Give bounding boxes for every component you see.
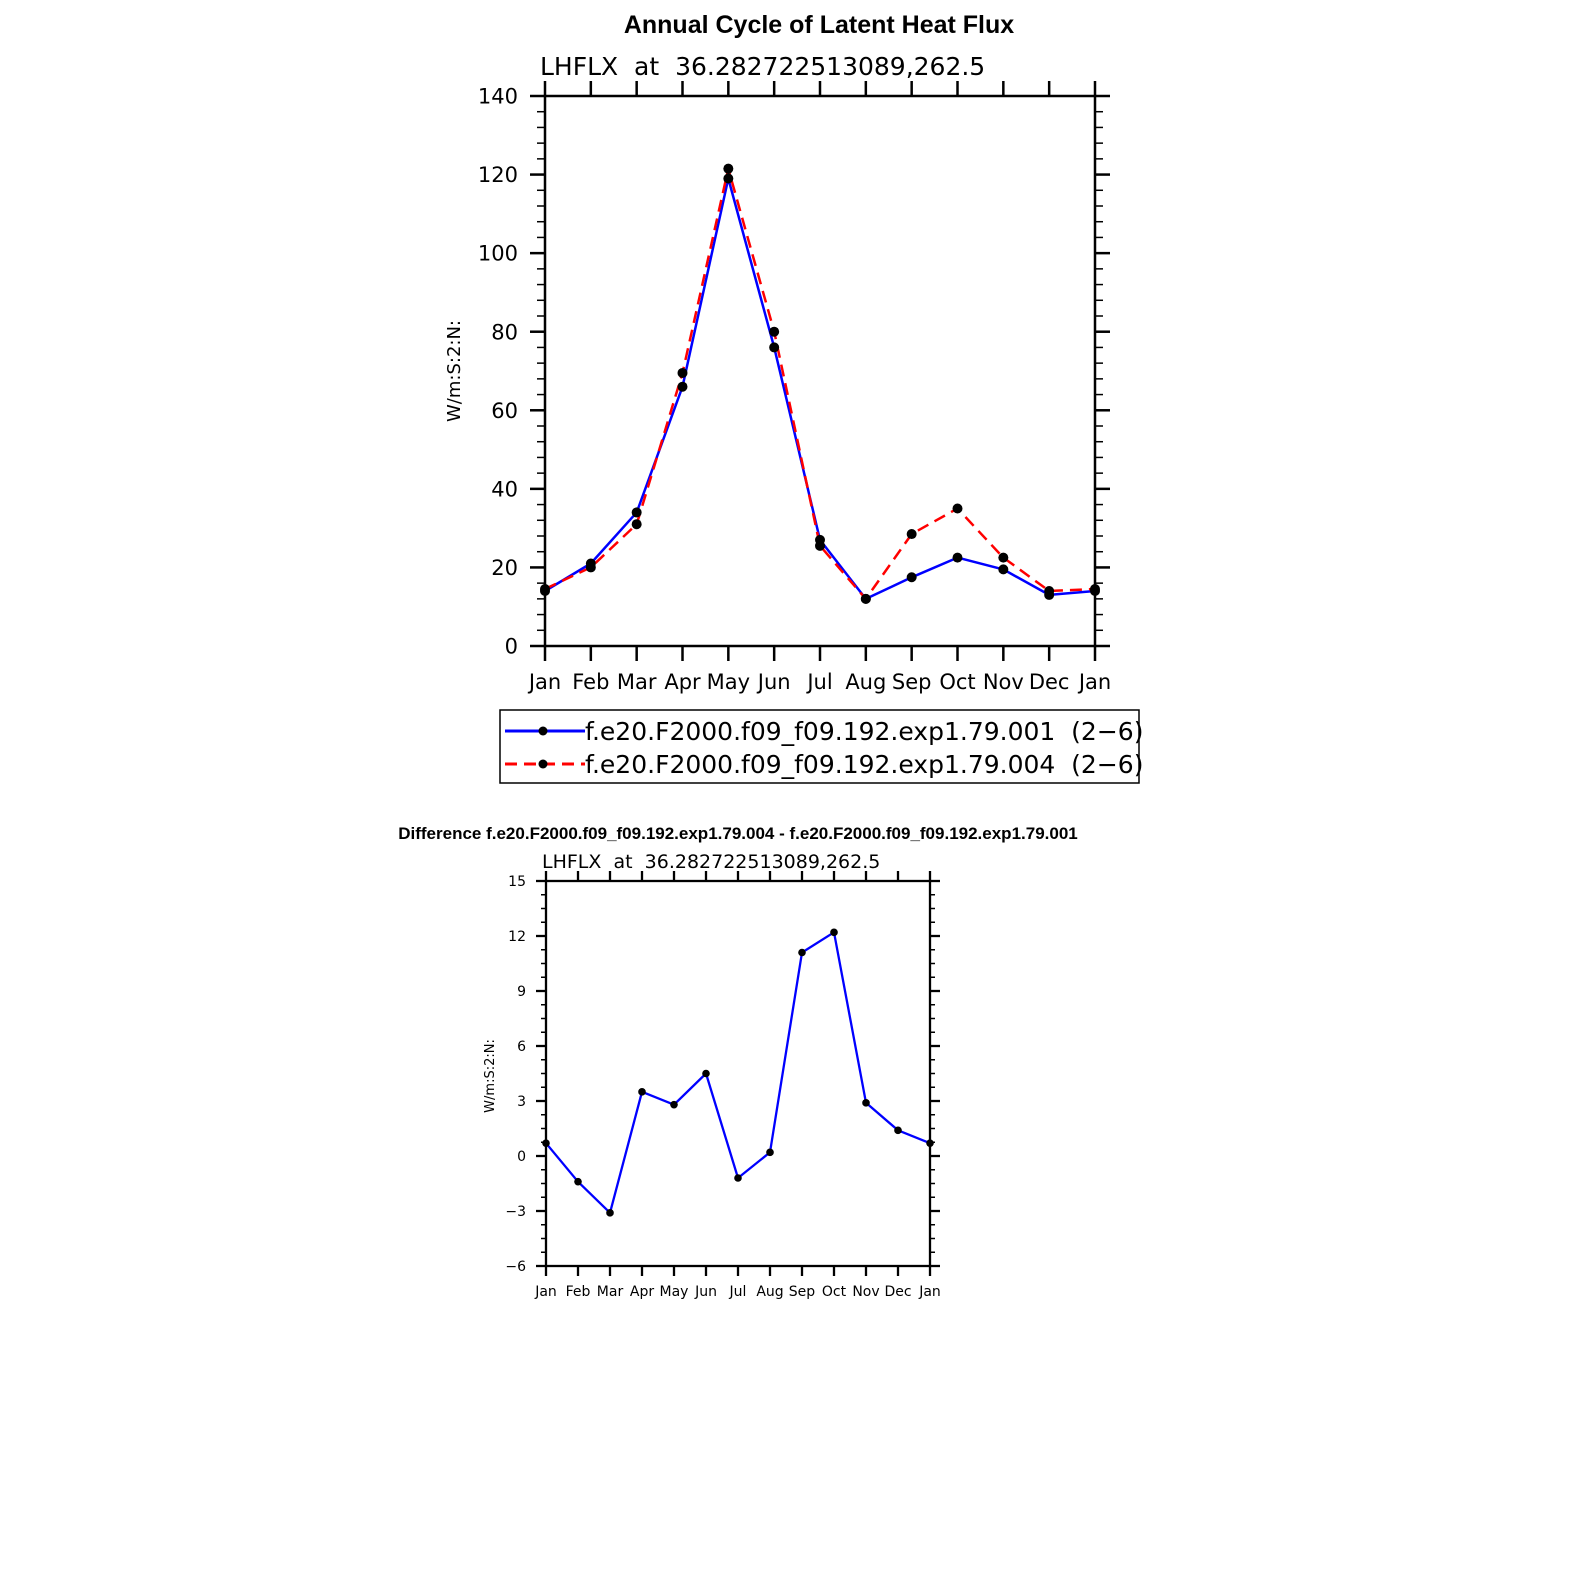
series-1-point [606, 1209, 614, 1217]
y-tick-label: −3 [505, 1204, 526, 1220]
y-tick-label: 0 [517, 1149, 526, 1165]
x-tick-label: Sep [789, 1284, 816, 1300]
x-tick-label: Apr [630, 1284, 654, 1300]
series-1-point [798, 948, 806, 957]
x-tick-label: Oct [822, 1284, 847, 1300]
x-tick-label: Jul [729, 1284, 747, 1300]
series-1-point [998, 564, 1009, 575]
legend-marker-series-1 [538, 726, 548, 736]
series-1-point [926, 1139, 934, 1147]
y-tick-label: 0 [505, 635, 518, 659]
series-1-point [574, 1177, 582, 1186]
x-tick-label: Nov [852, 1284, 879, 1300]
x-tick-label: Dec [1029, 670, 1070, 694]
series-2-point [585, 562, 596, 573]
series-2-point [677, 367, 688, 378]
plot-frame [544, 879, 932, 1268]
series-2-point [540, 584, 550, 595]
legend-marker-series-2 [538, 759, 548, 769]
series-1-point [677, 381, 688, 392]
difference-subtitle: LHFLX at 36.282722513089,262.5 [542, 851, 880, 873]
y-tick-label: 3 [517, 1094, 526, 1110]
x-tick-label: May [707, 670, 750, 694]
x-tick-label: Jan [1077, 670, 1111, 694]
difference-plot-area: −6 −3 0 3 6 9 12 15 Jan Feb Mar Apr May Jun Jul Aug Sep O… [505, 871, 941, 1300]
x-tick-label: Jan [918, 1284, 941, 1300]
series-2-point [723, 163, 734, 174]
series-2-point [815, 540, 825, 551]
series-1-point [702, 1069, 710, 1078]
series-line-2 [544, 167, 1096, 601]
y-tick-label: 120 [478, 163, 518, 187]
x-tick-label: Oct [939, 670, 975, 694]
y-tick-label: 6 [517, 1039, 526, 1055]
x-tick-label: Jul [805, 670, 832, 694]
chart-subtitle: LHFLX at 36.282722513089,262.5 [540, 52, 985, 81]
x-tick-label: Apr [664, 670, 701, 694]
y-tick-label: 15 [508, 874, 526, 890]
series-1-point [723, 173, 734, 184]
y-tick-label: 40 [491, 477, 518, 501]
series-2-point [906, 529, 917, 540]
series-1-point [631, 507, 642, 518]
series-2-point [952, 503, 963, 514]
x-tick-label: Jun [756, 670, 791, 694]
x-tick-label: Sep [892, 670, 932, 694]
series-1-point [670, 1100, 678, 1109]
series-2-point [1044, 586, 1055, 596]
series-2-point [769, 326, 780, 337]
legend-label-series-2: f.e20.F2000.f09_f09.192.exp1.79.004 (2−6… [585, 750, 1143, 779]
series-1-point [862, 1099, 870, 1107]
series-2-point [860, 593, 871, 604]
series-1-point [638, 1088, 646, 1096]
series-1-point [894, 1126, 902, 1135]
x-tick-label: Jan [527, 670, 561, 694]
annual-cycle-chart: Annual Cycle of Latent Heat Flux LHFLX a… [444, 11, 1111, 694]
y-tick-label: 9 [517, 984, 526, 1000]
x-tick-label: Dec [884, 1284, 911, 1300]
series-1-point [769, 342, 780, 353]
x-tick-label: Feb [572, 670, 609, 694]
y-tick-label: −6 [505, 1259, 526, 1275]
series-1-point [734, 1174, 742, 1182]
chart-title: Annual Cycle of Latent Heat Flux [624, 11, 1014, 39]
difference-title: Difference f.e20.F2000.f09_f09.192.exp1.… [398, 824, 1078, 843]
y-tick-label: 12 [508, 929, 526, 945]
x-tick-label: Aug [845, 670, 886, 694]
series-1-point [906, 572, 917, 583]
legend: f.e20.F2000.f09_f09.192.exp1.79.001 (2−6… [499, 709, 1143, 784]
x-tick-label: Jun [694, 1284, 717, 1300]
difference-chart: Difference f.e20.F2000.f09_f09.192.exp1.… [398, 824, 1078, 1300]
y-tick-label: 100 [478, 242, 518, 266]
y-tick-label: 60 [491, 399, 518, 423]
y-tick-label: 140 [478, 85, 518, 109]
series-1-point [766, 1148, 774, 1157]
series-1-point [542, 1139, 550, 1147]
x-tick-label: May [660, 1284, 689, 1300]
x-tick-label: Jan [534, 1284, 557, 1300]
series-2-point [631, 519, 642, 530]
x-tick-label: Mar [617, 670, 657, 694]
x-tick-label: Mar [597, 1284, 624, 1300]
series-1-point [830, 928, 838, 937]
legend-label-series-1: f.e20.F2000.f09_f09.192.exp1.79.001 (2−6… [585, 717, 1143, 746]
series-1-point [952, 552, 963, 563]
y-tick-label: 80 [491, 320, 518, 344]
x-tick-label: Nov [983, 670, 1024, 694]
series-line-1 [545, 931, 931, 1214]
x-tick-label: Feb [566, 1284, 591, 1300]
series-2-point [998, 552, 1009, 563]
difference-y-axis-label: W/m:S:2:N: [483, 1039, 498, 1113]
y-tick-label: 20 [491, 556, 518, 580]
x-tick-label: Aug [756, 1284, 783, 1300]
series-2-point [1090, 584, 1100, 595]
y-axis-label: W/m:S:2:N: [444, 320, 465, 422]
legend-box [499, 709, 1140, 784]
plot-area: 0 20 40 60 80 100 120 140 Jan Feb Mar Apr May Jun Jul A… [478, 81, 1111, 694]
